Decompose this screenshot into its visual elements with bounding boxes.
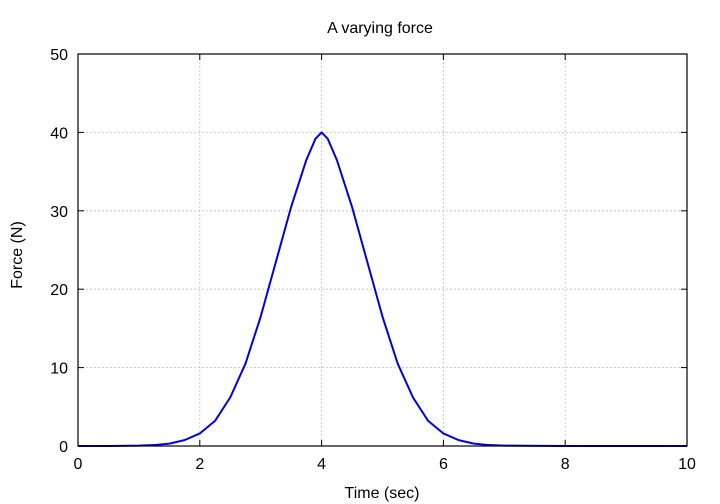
grid: [78, 54, 687, 446]
x-tick-label: 4: [317, 456, 326, 473]
x-tick-label: 2: [195, 456, 204, 473]
x-axis-label: Time (sec): [345, 485, 420, 502]
plot-frame: [77, 53, 688, 447]
axis-ticks: 0 2 4 6 8 10 0 10 20 30 40 50: [50, 47, 696, 473]
chart-title: A varying force: [327, 20, 433, 37]
y-tick-label: 30: [50, 204, 68, 221]
x-tick-label: 6: [439, 456, 448, 473]
y-tick-label: 10: [50, 361, 68, 378]
y-tick-label: 40: [50, 125, 68, 142]
y-tick-label: 50: [50, 47, 68, 64]
y-axis-label: Force (N): [9, 221, 26, 289]
force-series-line: [78, 131, 687, 447]
x-tick-label: 8: [561, 456, 570, 473]
y-tick-label: 0: [59, 439, 68, 456]
y-tick-label: 20: [50, 282, 68, 299]
series-layer: [78, 131, 687, 447]
x-tick-label: 10: [678, 456, 696, 473]
x-tick-label: 0: [74, 456, 83, 473]
